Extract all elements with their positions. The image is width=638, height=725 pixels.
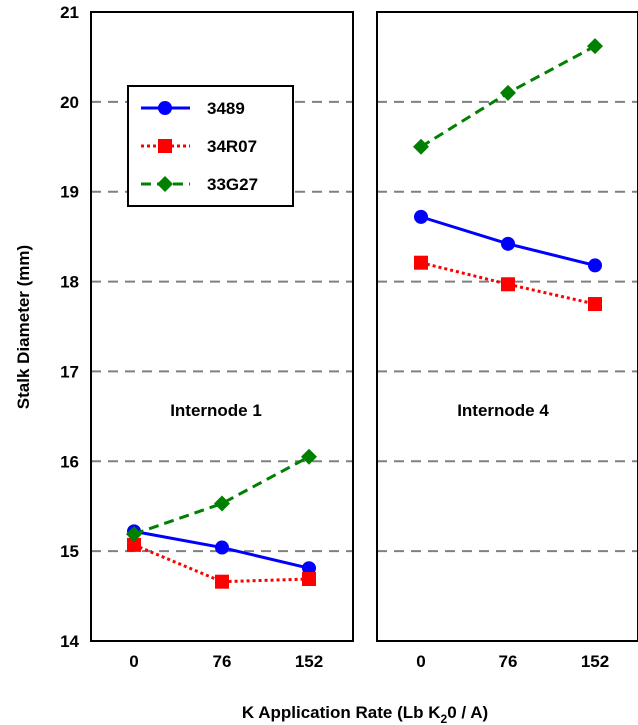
y-tick-label-19: 19 xyxy=(60,183,79,202)
y-tick-label-21: 21 xyxy=(60,3,79,22)
legend-label-33G27: 33G27 xyxy=(207,175,258,194)
legend-marker-3489 xyxy=(158,101,172,115)
x-tick-label-panel1-152: 152 xyxy=(295,652,323,671)
legend-entry-33G27: 33G27 xyxy=(141,175,258,194)
y-tick-label-15: 15 xyxy=(60,542,79,561)
series-layer xyxy=(126,38,603,589)
data-point-34R07-panel2-76 xyxy=(501,277,515,292)
data-point-34R07-panel2-152 xyxy=(588,297,602,312)
data-point-34R07-panel2-0 xyxy=(414,255,428,270)
legend-label-3489: 3489 xyxy=(207,99,245,118)
data-point-33G27-panel2-0 xyxy=(413,138,429,155)
panel-frame-1 xyxy=(90,11,354,642)
y-tick-label-18: 18 xyxy=(60,273,79,292)
y-tick-label-14: 14 xyxy=(60,632,79,651)
data-point-33G27-panel1-76 xyxy=(214,495,230,512)
y-tick-label-17: 17 xyxy=(60,362,79,381)
tick-layer: 14 15 16 17 18 19 20 21 0 76 152 0 76 152 xyxy=(60,3,609,671)
data-point-3489-panel2-152 xyxy=(588,258,602,273)
legend-label-34R07: 34R07 xyxy=(207,137,257,156)
data-point-33G27-panel1-0 xyxy=(126,526,142,543)
panel-label-internode-4: Internode 4 xyxy=(457,401,549,420)
data-point-3489-panel2-0 xyxy=(414,209,428,224)
frame-layer xyxy=(90,11,638,642)
data-point-3489-panel1-76 xyxy=(215,540,229,555)
data-point-33G27-panel1-152 xyxy=(301,448,317,465)
data-point-3489-panel1-152 xyxy=(302,561,316,576)
x-axis-title-subscript: 2 xyxy=(441,712,448,725)
x-axis-title-suffix: 0 / A) xyxy=(447,703,488,722)
data-point-33G27-panel2-152 xyxy=(587,38,603,55)
y-tick-label-20: 20 xyxy=(60,93,79,112)
data-point-3489-panel2-76 xyxy=(501,236,515,251)
x-tick-label-panel1-76: 76 xyxy=(213,652,232,671)
x-tick-label-panel2-76: 76 xyxy=(499,652,518,671)
x-axis-title: K Application Rate (Lb K20 / A) xyxy=(242,703,488,725)
x-axis-title-prefix: K Application Rate (Lb K xyxy=(242,703,441,722)
data-point-34R07-panel1-0 xyxy=(127,537,141,552)
legend-entry-34R07: 34R07 xyxy=(141,137,257,156)
panel-label-internode-1: Internode 1 xyxy=(170,401,262,420)
series-line-33G27-panel1 xyxy=(133,455,310,536)
legend-marker-34R07 xyxy=(158,139,172,153)
data-point-34R07-panel1-152 xyxy=(302,571,316,586)
y-tick-label-16: 16 xyxy=(60,452,79,471)
legend: 3489 34R07 33G27 xyxy=(127,85,294,207)
data-point-33G27-panel2-76 xyxy=(500,84,516,101)
x-tick-label-panel2-152: 152 xyxy=(581,652,609,671)
x-tick-label-panel1-0: 0 xyxy=(129,652,138,671)
x-tick-label-panel2-0: 0 xyxy=(416,652,425,671)
legend-marker-33G27 xyxy=(157,176,173,192)
series-line-34R07-panel1 xyxy=(133,543,310,584)
y-axis-title: Stalk Diameter (mm) xyxy=(14,245,33,409)
panel-frame-2 xyxy=(376,11,638,642)
data-point-34R07-panel1-76 xyxy=(215,574,229,589)
legend-entry-3489: 3489 xyxy=(141,99,245,118)
